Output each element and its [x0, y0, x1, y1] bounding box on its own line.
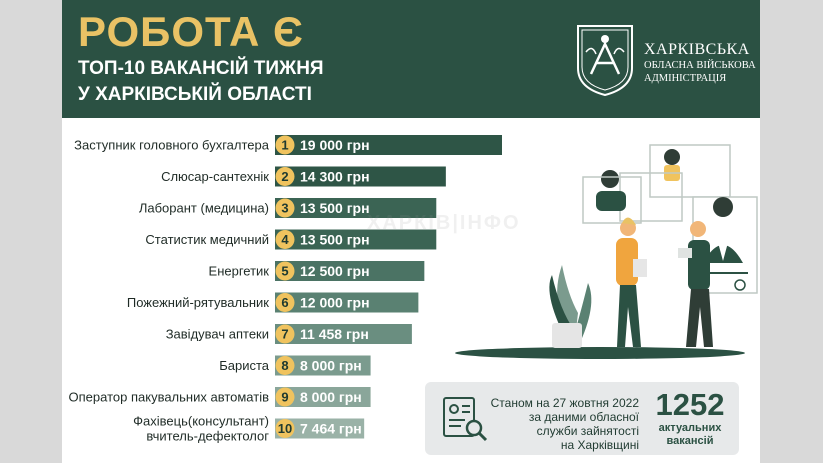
watermark: ХАРКІВ|ІНФО — [367, 212, 521, 234]
category-label: Бариста — [219, 358, 270, 373]
document-search-icon — [443, 397, 488, 442]
recruitment-illustration — [455, 144, 758, 359]
bar-value-label: 14 300 грн — [300, 169, 370, 185]
rank-label: 4 — [281, 232, 289, 247]
rank-label: 6 — [281, 295, 288, 310]
bar-value-label: 8 000 грн — [300, 389, 362, 405]
rank-label: 5 — [281, 264, 288, 279]
category-label: Енергетик — [209, 264, 270, 279]
bar — [275, 355, 371, 376]
infographic-frame: РОБОТА Є ТОП-10 ВАКАНСІЙ ТИЖНЯ У ХАРКІВС… — [62, 0, 760, 463]
stats-panel: Станом на 27 жовтня 2022 за даними облас… — [425, 382, 739, 455]
category-label: Фахівець(консультант) — [133, 414, 269, 429]
rank-label: 2 — [281, 169, 288, 184]
bar-value-label: 12 000 грн — [300, 295, 370, 311]
category-label: Оператор пакувальних автоматів — [69, 390, 270, 405]
rank-label: 3 — [281, 201, 288, 216]
rank-badge — [275, 419, 295, 438]
bar-value-label: 13 500 грн — [300, 200, 370, 216]
bar — [275, 261, 425, 281]
category-label: вчитель-дефектолог — [146, 429, 269, 444]
bar — [275, 292, 419, 313]
rank-label: 1 — [281, 138, 288, 153]
bar — [275, 198, 437, 218]
rank-badge — [275, 387, 295, 407]
category-label: Статистик медичний — [145, 232, 269, 247]
vacancy-count: 1252 — [655, 387, 725, 422]
vacancy-bar-chart: 1 19 000 грн Заступник головного бухгалтер… — [69, 135, 502, 444]
bar — [275, 229, 437, 250]
bar — [275, 418, 365, 439]
subtitle-line-2: У ХАРКІВСЬКІЙ ОБЛАСТІ — [78, 84, 312, 105]
bar-value-label: 19 000 грн — [300, 137, 370, 153]
rank-badge — [275, 356, 295, 375]
rank-label: 7 — [281, 327, 288, 342]
category-label: Пожежний-рятувальник — [127, 295, 269, 310]
coat-of-arms-icon — [577, 25, 633, 97]
org-name-line-3: АДМІНІСТРАЦІЯ — [644, 73, 727, 84]
bar — [275, 135, 502, 155]
bar-value-label: 13 500 грн — [300, 232, 370, 248]
header-banner: РОБОТА Є ТОП-10 ВАКАНСІЙ ТИЖНЯ У ХАРКІВС… — [62, 0, 760, 118]
vacancy-count-label-2: вакансій — [666, 435, 714, 447]
stats-source-3: на Харківщині — [560, 438, 639, 452]
rank-badge — [275, 230, 295, 249]
category-label: Слюсар-сантехнік — [161, 169, 269, 184]
stats-date: Станом на 27 жовтня 2022 — [490, 396, 639, 410]
rank-badge — [275, 167, 295, 186]
bar-value-label: 11 458 грн — [300, 326, 369, 342]
rank-badge — [275, 293, 295, 312]
stats-source-2: служби зайнятості — [536, 424, 639, 438]
rank-badge — [275, 324, 295, 344]
stats-source-1: за даними обласної — [528, 410, 639, 424]
org-name-line-1: ХАРКІВСЬКА — [644, 41, 750, 58]
bar — [275, 166, 446, 187]
rank-label: 10 — [278, 421, 292, 436]
rank-label: 8 — [281, 358, 288, 373]
bar-value-label: 12 500 грн — [300, 263, 370, 279]
bar — [275, 324, 412, 344]
bar — [275, 387, 371, 407]
rank-badge — [275, 135, 295, 155]
rank-badge — [275, 261, 295, 281]
page-title: РОБОТА Є — [78, 8, 304, 55]
rank-badge — [275, 198, 295, 218]
category-label: Завідувач аптеки — [166, 327, 269, 342]
subtitle-line-1: ТОП-10 ВАКАНСІЙ ТИЖНЯ — [78, 58, 324, 79]
bar-value-label: 8 000 грн — [300, 358, 362, 374]
bar-value-label: 7 464 грн — [300, 421, 362, 437]
org-name-line-2: ОБЛАСНА ВІЙСЬКОВА — [644, 60, 756, 71]
category-label: Лаборант (медицина) — [139, 201, 269, 216]
rank-label: 9 — [281, 390, 288, 405]
category-label: Заступник головного бухгалтера — [74, 138, 270, 153]
vacancy-count-label-1: актуальних — [658, 422, 722, 434]
